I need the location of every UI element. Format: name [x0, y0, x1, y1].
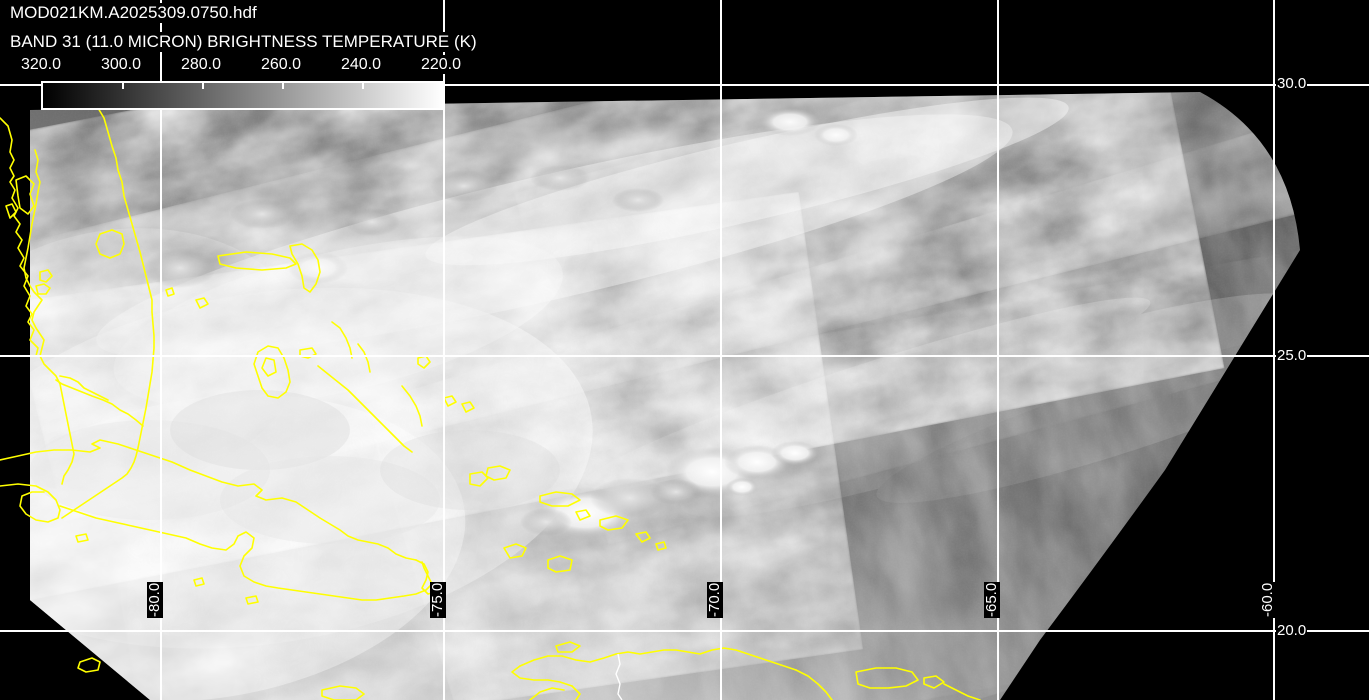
border-haiti-dominican-republic [615, 653, 623, 700]
colorbar-tickmark-2 [202, 81, 204, 89]
gridline-lat-20 [0, 630, 1369, 632]
coastline-cuba-north [0, 439, 417, 561]
gridline-lat-30 [0, 84, 1369, 86]
colorbar-tickmark-5 [442, 81, 444, 89]
island-cay-cuba-a [75, 533, 89, 543]
island-turks-caicos [539, 491, 581, 507]
coastline-cuba-south-main [59, 505, 433, 601]
lake-okeechobee [95, 229, 125, 259]
island-pr-east-cays [923, 675, 945, 689]
island-tortuga [555, 641, 581, 653]
island-san-salvador [417, 355, 431, 369]
colorbar-tick-280: 280.0 [178, 55, 224, 74]
coastline-tampa-bay [39, 269, 53, 283]
island-puerto-rico [855, 667, 919, 689]
coastline-florida-east [61, 107, 155, 519]
lon-label--65: -65.0 [983, 581, 1000, 618]
coastline-hispaniola-nw-peninsula [511, 665, 573, 687]
gridline-lon--70 [720, 0, 722, 700]
island-great-abaco [289, 243, 321, 293]
island-long-island [401, 385, 423, 427]
island-exumas [317, 365, 413, 453]
island-grand-turk [635, 531, 651, 543]
brightness-temperature-colorbar [41, 81, 445, 110]
lat-label-20: 20.0 [1276, 622, 1308, 639]
coastline-dr-east [795, 669, 833, 700]
coastline-florida-west [23, 149, 75, 485]
granule-filename-label: MOD021KM.A2025309.0750.hdf [8, 3, 259, 23]
island-mayaguana [485, 465, 511, 481]
colorbar-tick-320: 320.0 [18, 55, 64, 74]
island-turks-caicos-east [599, 515, 629, 531]
lon-label--60: -60.0 [1259, 581, 1276, 618]
island-cay-cuba-b [245, 595, 259, 605]
gridline-lon--80 [160, 0, 162, 700]
island-andros [253, 345, 291, 399]
island-berry-islands [195, 297, 209, 309]
coastline-cuba-east-tip [415, 559, 437, 595]
island-caicos-small [575, 509, 591, 521]
lon-label--80: -80.0 [146, 581, 163, 618]
coastline-cuba-south [0, 483, 61, 523]
island-cayo-largo [193, 577, 205, 587]
coastline-florida-bigbend [35, 283, 51, 295]
colorbar-tick-300: 300.0 [98, 55, 144, 74]
island-acklins [469, 471, 489, 487]
colorbar-tickmark-3 [282, 81, 284, 89]
island-small-cay-b [503, 543, 527, 559]
coastline-pr-se [943, 683, 981, 700]
island-andros-interior [261, 357, 277, 377]
florida-keys [59, 375, 109, 401]
island-jamaica [321, 685, 365, 700]
colorbar-tick-labels: 320.0 300.0 280.0 260.0 240.0 220.0 [0, 55, 500, 75]
florida-keys-chain [55, 379, 144, 427]
gridline-lat-25 [0, 355, 1369, 357]
coastline-barrier-islands [15, 175, 35, 215]
island-cat [357, 343, 371, 373]
colorbar-tick-240: 240.0 [338, 55, 384, 74]
island-silver-bank [655, 541, 667, 551]
island-bimini [165, 287, 175, 297]
coastline-small-island-a [5, 203, 17, 219]
coastline-hispaniola-southwest [529, 687, 565, 700]
colorbar-tickmark-4 [362, 81, 364, 89]
island-small-cay-c [547, 555, 573, 573]
gridline-lon--75 [443, 0, 445, 700]
coastline-us-southeast [0, 117, 39, 357]
island-crooked [461, 401, 475, 413]
coastline-hispaniola-south [571, 685, 581, 700]
product-description-label: BAND 31 (11.0 MICRON) BRIGHTNESS TEMPERA… [8, 32, 479, 52]
gridline-lon--60 [1273, 0, 1275, 700]
lon-label--75: -75.0 [429, 581, 446, 618]
coastline-hispaniola-north [519, 647, 797, 671]
gridline-lon--65 [997, 0, 999, 700]
colorbar-tick-220: 220.0 [418, 55, 464, 74]
lat-label-25: 25.0 [1276, 347, 1308, 364]
island-eleuthera [331, 321, 353, 359]
island-isla-juventud [77, 657, 101, 673]
colorbar-tickmark-1 [122, 81, 124, 89]
island-rum-cay [443, 395, 457, 407]
island-grand-bahama [217, 251, 297, 271]
colorbar-tick-260: 260.0 [258, 55, 304, 74]
lat-label-30: 30.0 [1276, 75, 1308, 92]
lon-label--70: -70.0 [706, 581, 723, 618]
